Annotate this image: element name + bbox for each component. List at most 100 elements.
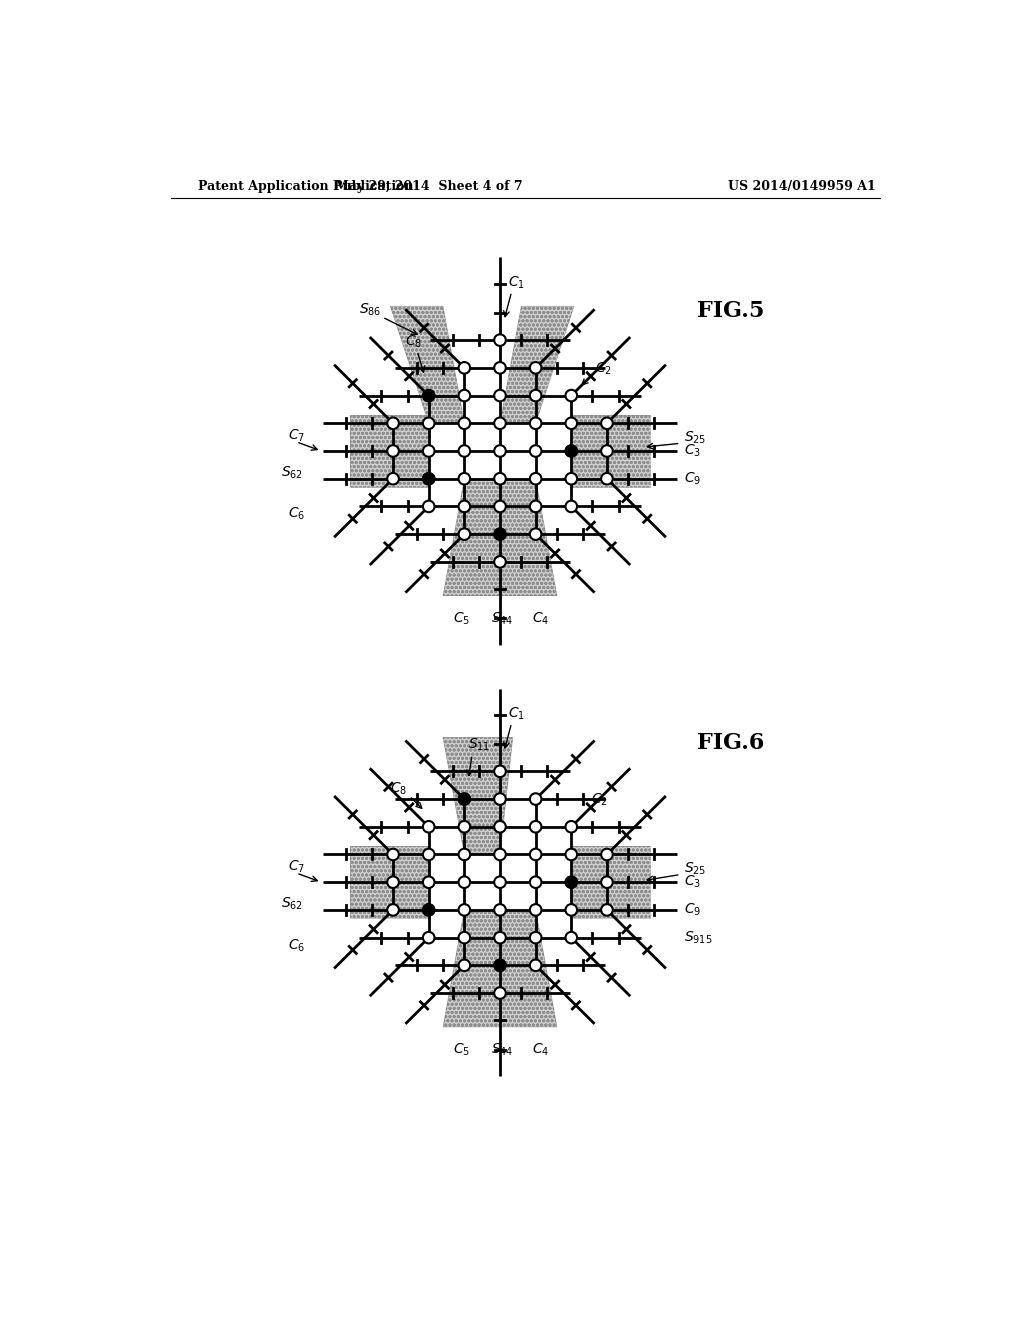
Circle shape [565, 417, 578, 429]
Circle shape [459, 960, 470, 972]
Circle shape [459, 445, 470, 457]
Text: $S_{62}$: $S_{62}$ [281, 895, 303, 912]
Text: $C_9$: $C_9$ [684, 470, 701, 487]
Circle shape [495, 793, 506, 805]
Circle shape [387, 473, 399, 484]
Circle shape [495, 362, 506, 374]
Circle shape [529, 417, 542, 429]
Circle shape [387, 849, 399, 861]
Circle shape [529, 849, 542, 861]
Circle shape [495, 528, 506, 540]
Circle shape [495, 960, 506, 972]
Text: $S_{44}$: $S_{44}$ [490, 1041, 513, 1059]
Circle shape [565, 876, 578, 888]
Circle shape [565, 445, 578, 457]
Circle shape [423, 932, 434, 944]
Circle shape [601, 849, 612, 861]
Polygon shape [571, 846, 649, 919]
Circle shape [495, 987, 506, 999]
Circle shape [495, 473, 506, 484]
Circle shape [423, 473, 434, 484]
Circle shape [459, 849, 470, 861]
Text: $C_4$: $C_4$ [531, 1041, 549, 1059]
Circle shape [601, 473, 612, 484]
Circle shape [529, 960, 542, 972]
Text: $S_{62}$: $S_{62}$ [281, 465, 303, 480]
Circle shape [423, 445, 434, 457]
Text: May 29, 2014  Sheet 4 of 7: May 29, 2014 Sheet 4 of 7 [335, 181, 522, 194]
Circle shape [459, 473, 470, 484]
Circle shape [459, 389, 470, 401]
Text: $C_2$: $C_2$ [591, 792, 607, 808]
Circle shape [423, 821, 434, 833]
Circle shape [495, 389, 506, 401]
Text: FIG.6: FIG.6 [697, 731, 765, 754]
Polygon shape [571, 414, 649, 487]
Circle shape [529, 389, 542, 401]
Polygon shape [443, 909, 557, 1027]
Circle shape [459, 500, 470, 512]
Circle shape [459, 876, 470, 888]
Circle shape [601, 417, 612, 429]
Text: $S_{44}$: $S_{44}$ [490, 611, 513, 627]
Circle shape [423, 849, 434, 861]
Circle shape [459, 793, 470, 805]
Text: $C_5$: $C_5$ [453, 1041, 470, 1059]
Circle shape [529, 821, 542, 833]
Circle shape [423, 904, 434, 916]
Text: $S_{25}$: $S_{25}$ [684, 861, 707, 878]
Text: $C_4$: $C_4$ [531, 611, 549, 627]
Circle shape [459, 793, 470, 805]
Circle shape [459, 904, 470, 916]
Circle shape [529, 445, 542, 457]
Text: $C_6$: $C_6$ [289, 506, 305, 523]
Circle shape [423, 417, 434, 429]
Circle shape [529, 362, 542, 374]
Circle shape [459, 821, 470, 833]
Polygon shape [350, 414, 429, 487]
Circle shape [495, 334, 506, 346]
Text: Patent Application Publication: Patent Application Publication [198, 181, 414, 194]
Circle shape [601, 876, 612, 888]
Polygon shape [500, 306, 574, 424]
Circle shape [387, 876, 399, 888]
Circle shape [495, 556, 506, 568]
Circle shape [423, 904, 434, 916]
Circle shape [495, 876, 506, 888]
Circle shape [565, 821, 578, 833]
Circle shape [565, 849, 578, 861]
Circle shape [387, 445, 399, 457]
Circle shape [387, 417, 399, 429]
Circle shape [495, 932, 506, 944]
Text: US 2014/0149959 A1: US 2014/0149959 A1 [728, 181, 877, 194]
Text: $C_2$: $C_2$ [595, 360, 611, 378]
Circle shape [495, 528, 506, 540]
Circle shape [565, 500, 578, 512]
Text: FIG.5: FIG.5 [697, 301, 765, 322]
Circle shape [565, 904, 578, 916]
Circle shape [529, 904, 542, 916]
Circle shape [495, 904, 506, 916]
Text: $C_7$: $C_7$ [289, 858, 305, 875]
Text: $S_{11}$: $S_{11}$ [468, 737, 490, 754]
Circle shape [459, 932, 470, 944]
Circle shape [601, 445, 612, 457]
Circle shape [423, 500, 434, 512]
Circle shape [495, 445, 506, 457]
Text: $C_8$: $C_8$ [390, 780, 408, 796]
Circle shape [423, 473, 434, 484]
Circle shape [423, 876, 434, 888]
Circle shape [565, 932, 578, 944]
Circle shape [565, 389, 578, 401]
Circle shape [529, 528, 542, 540]
Polygon shape [350, 846, 429, 919]
Circle shape [459, 362, 470, 374]
Circle shape [529, 473, 542, 484]
Polygon shape [443, 479, 557, 595]
Circle shape [601, 904, 612, 916]
Text: $C_7$: $C_7$ [289, 428, 305, 444]
Circle shape [495, 960, 506, 972]
Circle shape [495, 821, 506, 833]
Circle shape [529, 793, 542, 805]
Text: $C_8$: $C_8$ [406, 334, 423, 350]
